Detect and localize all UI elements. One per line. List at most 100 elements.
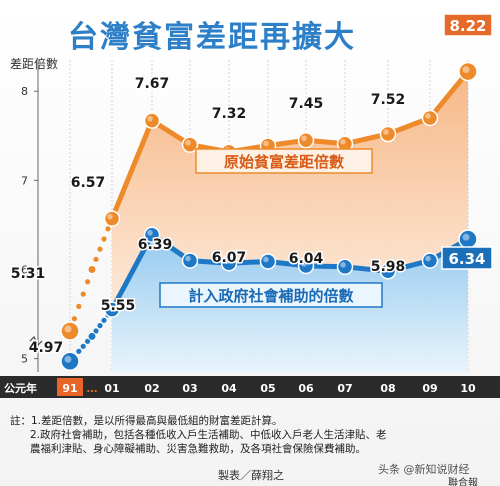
x-axis-band: [0, 376, 500, 398]
series-subsidy-dot-segment: [85, 338, 91, 344]
series-original-dot-segment: [76, 303, 82, 309]
series-subsidy-point: [220, 254, 238, 272]
orange-data-label: 5.31: [11, 266, 46, 282]
final-value-subsidy: 6.34: [448, 250, 485, 268]
watermark-text: 头条 @新知说财经: [378, 463, 470, 476]
source-credit: 聯合報: [448, 478, 478, 486]
series-original-point-highlight: [107, 213, 113, 220]
x-tick-label: …: [87, 382, 98, 395]
x-tick-label: 08: [380, 382, 395, 395]
series-subsidy-point-highlight: [64, 355, 72, 363]
series-subsidy-line: [109, 232, 470, 311]
series-subsidy-point-highlight: [340, 262, 346, 268]
x-tick-label: 01: [104, 382, 119, 395]
blue-data-label: 5.98: [371, 259, 406, 275]
x-axis: 公元年 91 … 01 02 03 04 05 06 07 08 09 10: [0, 376, 500, 398]
series-subsidy-dot-segment: [97, 323, 103, 329]
series-original-point: [297, 131, 315, 149]
legend-box-original: [195, 148, 373, 174]
x-tick-label: 06: [298, 382, 314, 395]
series-subsidy-dot-segment: [93, 328, 99, 334]
note-line-2: 2.政府社會補助，包括各種低收入戶生活補助、中低收入戶老人生活津貼、老: [30, 429, 387, 441]
orange-data-label: 6.57: [71, 175, 106, 191]
series-original-point-highlight: [462, 66, 470, 74]
series-subsidy-point-highlight: [147, 229, 153, 236]
x-tick-label: 05: [260, 382, 275, 395]
series-subsidy-point-highlight: [301, 261, 307, 267]
series-original-point: [181, 136, 199, 153]
series-subsidy-point: [181, 252, 199, 269]
series-original-point-highlight: [64, 325, 72, 333]
series-original-point-highlight: [147, 115, 153, 122]
series-subsidy-point: [336, 258, 354, 276]
blue-data-label: 6.39: [138, 237, 173, 253]
series-original-dot-segment: [93, 256, 99, 262]
chart-title-text: 台灣貧富差距再擴大: [68, 20, 356, 55]
series-original-point: [143, 112, 161, 129]
note-line-1: 註：1.差距倍數，是以所得最高與最低組的財富差距計算。: [10, 415, 283, 427]
series-original-dot-segment: [71, 316, 77, 322]
series-subsidy-point-highlight: [263, 256, 269, 263]
series-original-dot-segment: [97, 246, 103, 252]
series-subsidy-point-highlight: [462, 233, 470, 241]
orange-data-label: 7.32: [212, 106, 247, 122]
y-tick-label: 5: [21, 353, 28, 366]
series-original-line: [109, 70, 470, 220]
legend-box-subsidy: [159, 282, 383, 308]
x-axis-label: 公元年: [4, 381, 37, 395]
series-subsidy-point: [103, 301, 121, 318]
series-subsidy-dot-segment: [76, 348, 82, 354]
x-tick-label: 10: [460, 382, 476, 395]
series-original-point: [60, 321, 80, 341]
final-value-original: 8.22: [449, 17, 486, 35]
series-subsidy-point: [60, 351, 80, 372]
series-original-point: [87, 264, 97, 274]
series-subsidy-point-highlight: [185, 255, 191, 262]
x-tick-label: 02: [144, 382, 159, 395]
series-original-dot-segment: [80, 291, 86, 297]
x-tick-label: 03: [182, 382, 197, 395]
y-axis-label: 差距倍數: [10, 56, 58, 71]
legend-label-subsidy: 計入政府社會補助的倍數: [188, 287, 353, 305]
blue-data-label: 4.97: [29, 340, 64, 356]
data-points: [60, 61, 478, 372]
series-subsidy-dot-segment: [80, 343, 86, 349]
series-subsidy-point: [143, 226, 161, 243]
orange-data-label: 7.45: [289, 96, 324, 112]
final-value-box-blue: [441, 246, 493, 270]
series-subsidy-point-highlight: [107, 304, 113, 311]
series-subsidy-point-highlight: [383, 266, 389, 273]
series-original-dot-segment: [105, 226, 111, 232]
series-original-point-highlight: [340, 138, 346, 145]
series-original-point-highlight: [263, 140, 269, 147]
note-line-3: 農福利津貼、身心障礙補助、災害急難救助，及各項社會保險保費補助。: [30, 443, 366, 455]
chart-title: 台灣貧富差距再擴大: [66, 18, 356, 57]
series-original-dot-segment: [101, 236, 107, 242]
data-labels: 5.31 6.57 7.67 7.32 7.45 7.52 4.97 5.55 6.39 6.07…: [9, 13, 493, 358]
series-subsidy-point: [379, 263, 397, 280]
area-original: [112, 71, 468, 310]
series-subsidy-point: [87, 331, 97, 341]
series-original-point-highlight: [425, 113, 431, 119]
series-subsidy-point: [259, 253, 277, 270]
x-tick-label: 91: [62, 382, 77, 395]
series-original-point-highlight: [301, 135, 307, 142]
series-original-point: [379, 125, 397, 143]
y-tick-label: 7: [21, 174, 28, 187]
legend-label-original: 原始貧富差距倍數: [224, 153, 344, 171]
series-original-point-highlight: [383, 129, 389, 135]
series-original-point: [103, 210, 121, 227]
final-value-box-orange: [443, 13, 493, 37]
x-tick-label: 07: [337, 382, 352, 395]
series-subsidy-point: [297, 257, 315, 275]
blue-data-label: 6.07: [212, 250, 247, 266]
series-subsidy-point: [421, 252, 439, 269]
series-original-point: [458, 61, 478, 82]
series-subsidy-point-highlight: [425, 255, 431, 262]
series-original-dot-segment: [85, 279, 91, 285]
blue-data-label: 6.04: [289, 251, 324, 267]
x-tick-label: 09: [422, 382, 437, 395]
x-tick-label: 04: [221, 382, 237, 395]
